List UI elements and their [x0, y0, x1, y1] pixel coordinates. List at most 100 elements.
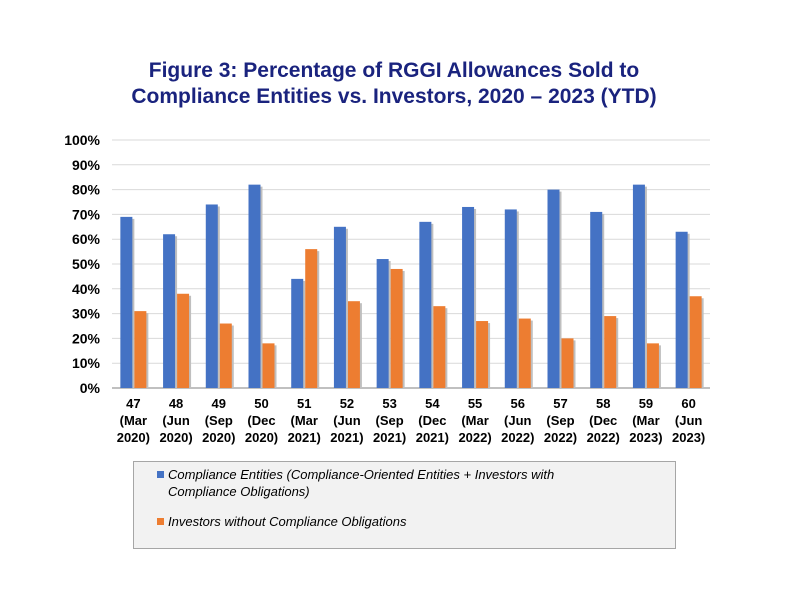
legend-swatch-compliance-entities: [157, 471, 164, 478]
bar-investors-57: [561, 338, 574, 388]
x-tick-label-line: 2020): [159, 430, 192, 445]
x-tick-label-line: 2022): [501, 430, 534, 445]
bar-investors-50: [262, 343, 275, 388]
legend: Compliance Entities (Compliance-Oriented…: [133, 461, 676, 549]
bar-investors-55: [476, 321, 489, 388]
bar-compliance-entities-49: [205, 204, 218, 388]
bar-compliance-entities-56: [504, 209, 517, 388]
y-tick-label: 20%: [72, 330, 101, 346]
x-tick-label-line: 2020): [202, 430, 235, 445]
x-tick-label-line: (Mar: [632, 413, 659, 428]
x-tick-label-line: (Dec: [418, 413, 446, 428]
x-tick-label-line: 50: [254, 396, 268, 411]
y-axis-tick-labels: 0% 10% 20% 30% 40% 50% 60% 70% 80% 90% 100%: [64, 132, 100, 396]
bar-investors-59: [646, 343, 659, 388]
x-tick-label-line: 2020): [117, 430, 150, 445]
x-tick-label-55: 55 (Mar 2022): [458, 396, 491, 445]
x-tick-label-53: 53 (Sep 2021): [373, 396, 406, 445]
x-tick-label-line: 2022): [544, 430, 577, 445]
x-tick-label-51: 51 (Mar 2021): [288, 396, 321, 445]
legend-label-compliance-entities-line-2: Compliance Obligations): [168, 484, 310, 499]
bar-compliance-entities-51: [291, 278, 304, 388]
y-tick-label: 50%: [72, 256, 101, 272]
x-tick-label-line: 2021): [288, 430, 321, 445]
x-tick-label-52: 52 (Jun 2021): [330, 396, 363, 445]
x-tick-label-57: 57 (Sep 2022): [544, 396, 577, 445]
bar-compliance-entities-54: [419, 221, 432, 388]
bar-investors-47: [134, 311, 147, 388]
y-tick-label: 60%: [72, 231, 101, 247]
bar-investors-60: [689, 296, 702, 388]
x-tick-label-line: 53: [382, 396, 396, 411]
x-tick-label-line: 2022): [458, 430, 491, 445]
bar-compliance-entities-48: [163, 234, 176, 388]
x-tick-label-line: (Jun: [675, 413, 703, 428]
bar-investors-53: [390, 268, 403, 388]
x-tick-label-line: 49: [212, 396, 226, 411]
bar-investors-48: [177, 293, 190, 388]
x-tick-label-line: 57: [553, 396, 567, 411]
x-tick-label-56: 56 (Jun 2022): [501, 396, 534, 445]
bar-investors-58: [604, 316, 617, 388]
bars: [120, 184, 704, 388]
x-tick-label-line: (Mar: [290, 413, 317, 428]
x-tick-label-line: 58: [596, 396, 610, 411]
x-tick-label-line: (Mar: [461, 413, 488, 428]
bar-compliance-entities-52: [333, 226, 346, 388]
x-tick-label-47: 47 (Mar 2020): [117, 396, 150, 445]
x-tick-label-line: 2023): [629, 430, 662, 445]
x-tick-label-line: 54: [425, 396, 440, 411]
x-tick-label-line: 56: [511, 396, 525, 411]
y-tick-label: 70%: [72, 206, 101, 222]
chart-title: Figure 3: Percentage of RGGI Allowances …: [0, 58, 788, 110]
bar-compliance-entities-59: [632, 184, 645, 388]
bar-compliance-entities-60: [675, 231, 688, 388]
legend-swatch-investors: [157, 518, 164, 525]
x-tick-label-line: 2020): [245, 430, 278, 445]
x-tick-label-line: (Dec: [247, 413, 275, 428]
x-tick-label-49: 49 (Sep 2020): [202, 396, 235, 445]
bar-compliance-entities-55: [462, 206, 475, 388]
x-tick-label-line: 47: [126, 396, 140, 411]
y-tick-label: 40%: [72, 281, 101, 297]
x-tick-label-48: 48 (Jun 2020): [159, 396, 192, 445]
bar-compliance-entities-47: [120, 216, 133, 388]
x-tick-label-54: 54 (Dec 2021): [416, 396, 449, 445]
bar-investors-52: [347, 301, 360, 388]
bar-investors-56: [518, 318, 531, 388]
y-tick-label: 100%: [64, 132, 100, 148]
x-tick-label-line: 48: [169, 396, 183, 411]
x-tick-label-line: 2021): [416, 430, 449, 445]
x-axis-tick-labels: 47 (Mar 2020) 48 (Jun 2020) 49 (Sep 2020) 50 (Dec 2…: [117, 396, 706, 445]
y-tick-label: 0%: [80, 380, 101, 396]
x-tick-label-line: 60: [681, 396, 695, 411]
x-tick-label-line: 59: [639, 396, 653, 411]
x-tick-label-line: (Dec: [589, 413, 617, 428]
x-tick-label-line: (Sep: [546, 413, 574, 428]
chart-title-line-1: Figure 3: Percentage of RGGI Allowances …: [148, 59, 640, 82]
x-tick-label-line: (Sep: [376, 413, 404, 428]
x-tick-label-50: 50 (Dec 2020): [245, 396, 278, 445]
x-tick-label-59: 59 (Mar 2023): [629, 396, 662, 445]
x-tick-label-line: 2021): [330, 430, 363, 445]
bar-investors-54: [433, 306, 446, 388]
bar-compliance-entities-57: [547, 189, 560, 388]
bar-compliance-entities-53: [376, 259, 389, 388]
bar-compliance-entities-50: [248, 184, 261, 388]
x-tick-label-line: (Jun: [504, 413, 532, 428]
legend-label-compliance-entities-line-1: Compliance Entities (Compliance-Oriented…: [168, 467, 555, 482]
legend-label-investors: Investors without Compliance Obligations: [168, 514, 407, 529]
bar-compliance-entities-58: [590, 211, 603, 388]
x-tick-label-line: (Sep: [205, 413, 233, 428]
x-tick-label-line: 55: [468, 396, 482, 411]
y-tick-label: 90%: [72, 157, 101, 173]
x-tick-label-60: 60 (Jun 2023): [672, 396, 705, 445]
legend-item-investors: Investors without Compliance Obligations: [157, 513, 407, 530]
y-tick-label: 10%: [72, 355, 101, 371]
bar-investors-51: [305, 249, 318, 388]
x-tick-label-line: 2022): [587, 430, 620, 445]
gridlines: [112, 139, 710, 389]
x-tick-label-58: 58 (Dec 2022): [587, 396, 620, 445]
chart-title-line-2: Compliance Entities vs. Investors, 2020 …: [131, 85, 657, 108]
